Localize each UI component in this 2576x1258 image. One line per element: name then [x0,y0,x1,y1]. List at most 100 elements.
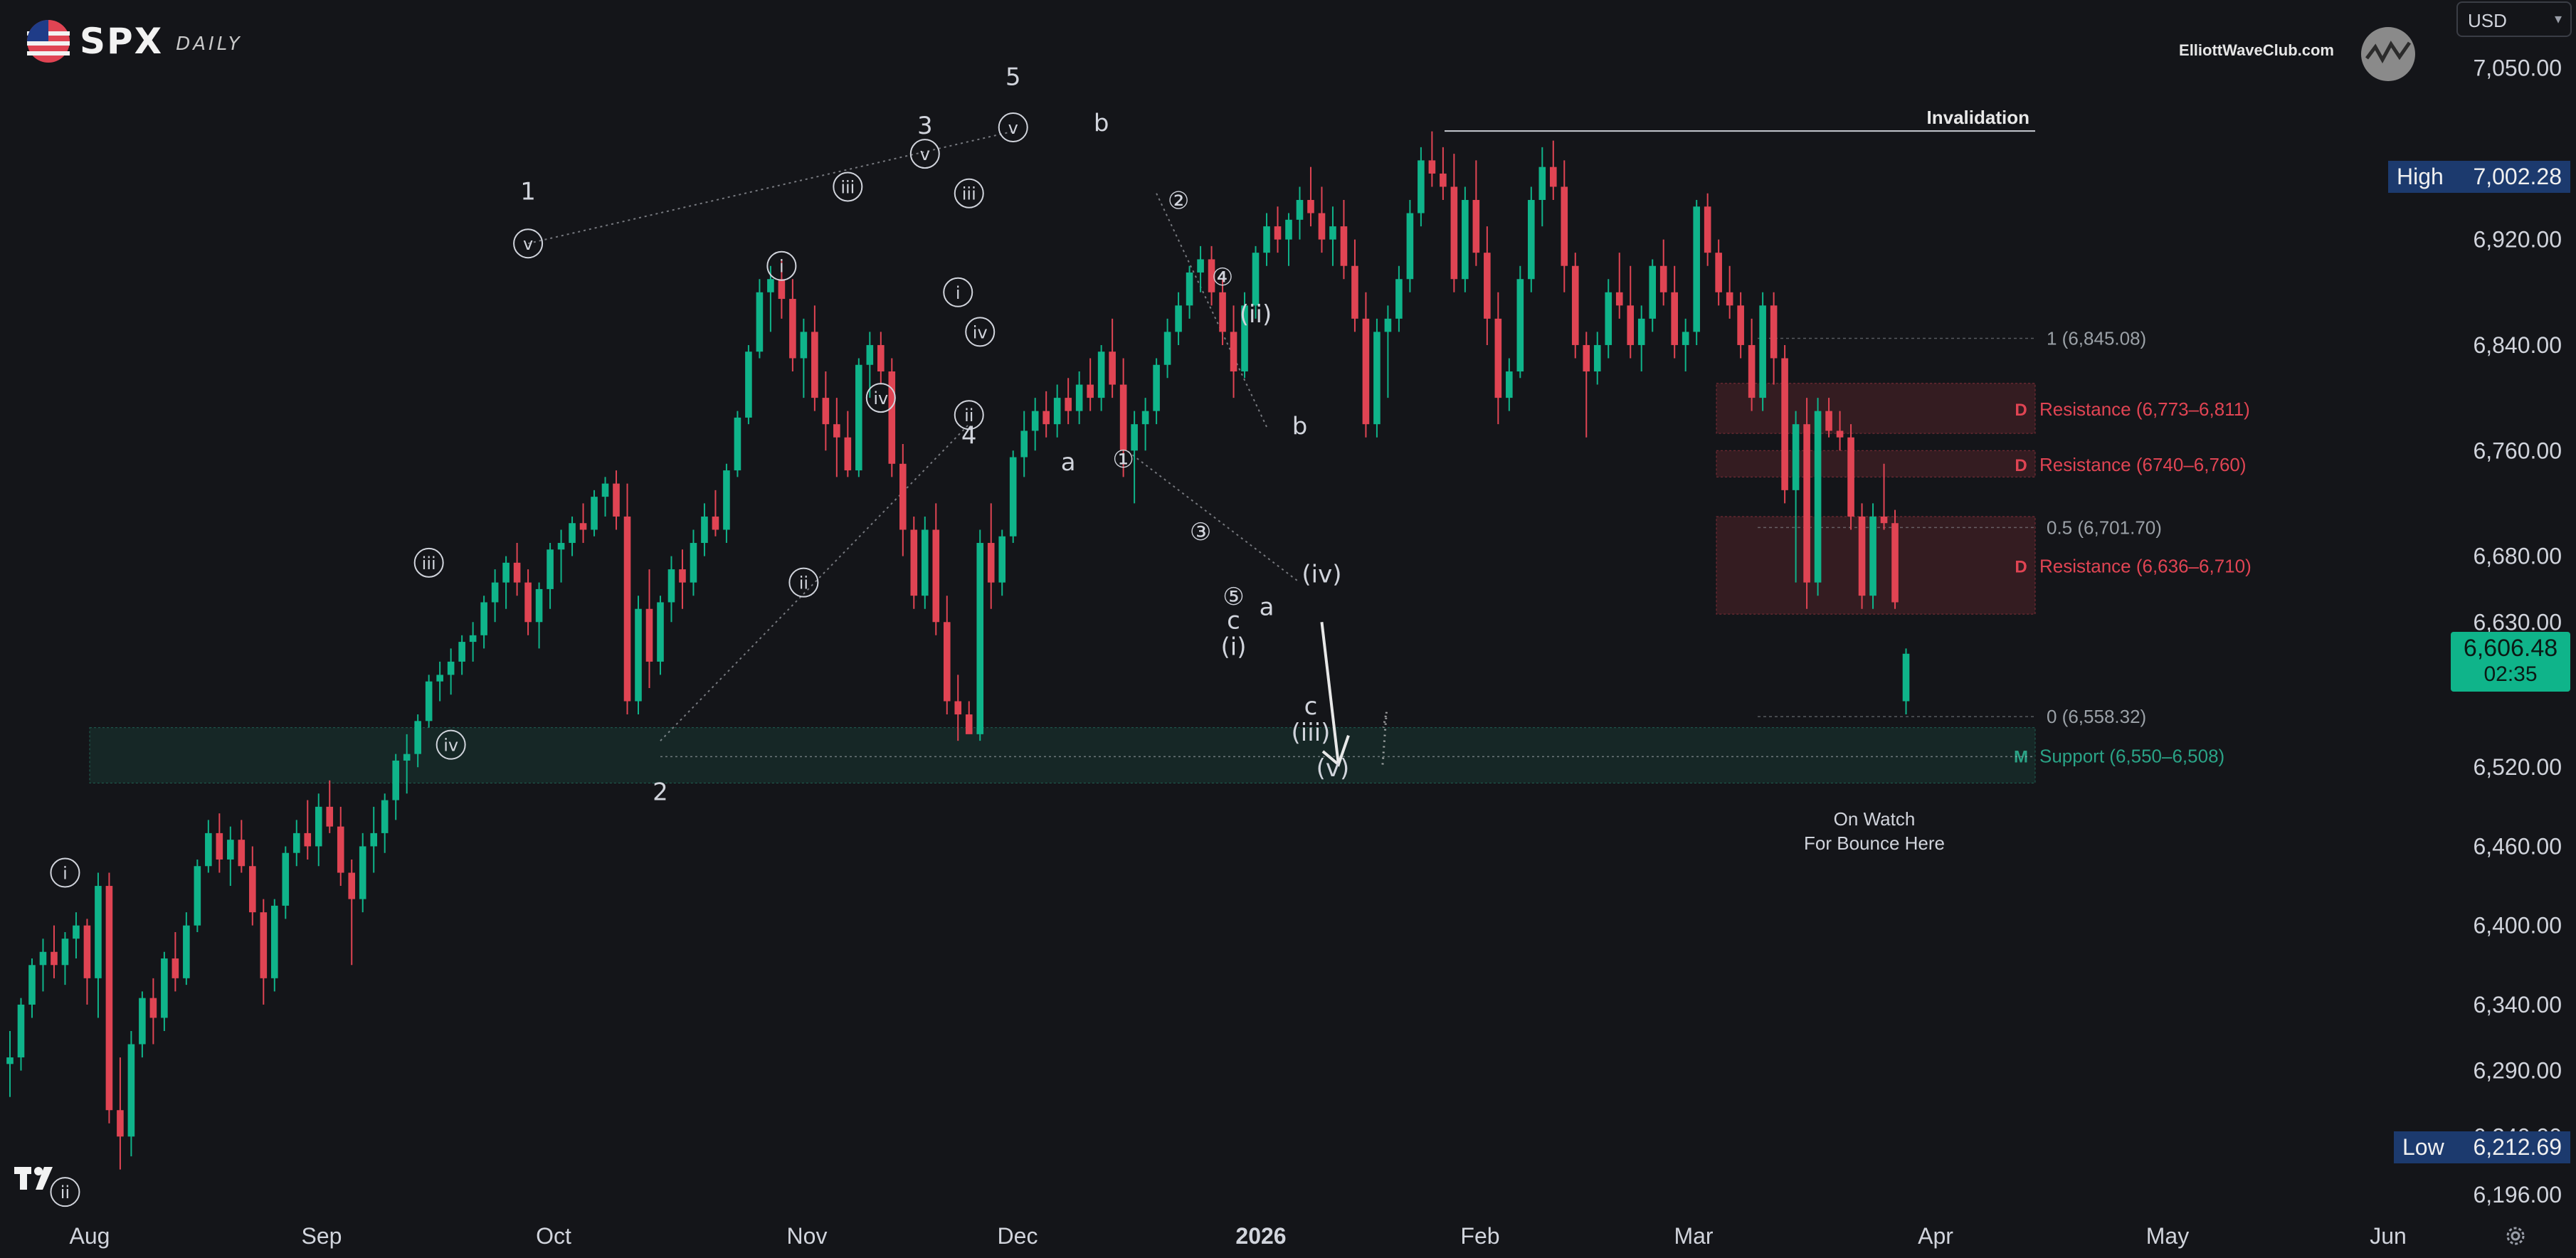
candle-body [1704,206,1711,253]
candle [1241,292,1248,379]
candle [800,318,808,398]
candle-body [844,437,852,471]
countdown-timer: 02:35 [2483,662,2538,686]
candle-body [83,925,91,978]
candle [6,1030,14,1097]
candle-body [1163,332,1171,365]
candle [28,958,36,1018]
candle-body [1770,305,1778,359]
wave-label-text: (iii) [1292,719,1331,747]
candle-body [304,832,312,847]
candle-body [1075,384,1083,411]
wave-label-text: (ii) [1240,300,1272,329]
candle [1847,424,1854,530]
candle [965,701,973,734]
candle-body [932,529,940,623]
candle [51,925,58,978]
candle-body [1803,424,1810,583]
wave-label: c [1227,606,1240,635]
candle [17,998,25,1071]
wave-label-text: iii [840,177,855,197]
candle [667,556,675,623]
wave-label-text: ② [1168,187,1189,216]
wave-label-text: i [956,283,961,303]
candle [1186,265,1193,319]
wave-label-text: (iv) [1302,560,1341,588]
candle-body [1538,166,1546,201]
candle [337,806,344,887]
candle-body [535,588,543,623]
candle-body [1615,292,1623,306]
candle [1891,509,1899,609]
candle-body [1340,226,1348,266]
time-tick-label: Apr [1918,1223,1953,1249]
candle [1065,378,1072,425]
candle [1693,200,1700,345]
last-price-badge: 6,606.48 02:35 [2451,632,2570,692]
wave-label-circle [413,547,444,578]
candle-body [1748,344,1756,398]
candle [1296,186,1304,240]
gear-icon[interactable] [2503,1224,2528,1248]
candle [1549,140,1557,201]
candle [348,859,356,966]
candle [1506,358,1513,411]
candle-body [1726,292,1733,306]
candle-body [39,951,47,966]
zone-label: Resistance (6,773–6,811) [2039,398,2250,420]
candle-body [679,569,686,583]
candle-body [569,523,576,544]
wave-label: ① [1112,445,1134,474]
price-tick-label: 6,290.00 [2473,1058,2562,1084]
candle [1627,265,1635,359]
candle [1803,398,1810,609]
candle-body [1472,200,1480,253]
wave-label-text: ③ [1190,518,1211,546]
candle-body [1506,371,1513,398]
candle-body [1549,166,1557,187]
candle [1109,318,1116,398]
candle [690,529,697,596]
wave-label-circle [833,171,863,202]
candle [1649,259,1657,332]
wave-label: a [1260,593,1274,622]
candle-body [1659,265,1667,292]
candle [1042,391,1050,438]
candle [127,1030,135,1157]
candle [1858,503,1866,609]
candle-body [61,939,69,966]
candle [282,846,290,919]
candle [403,734,411,794]
candle [1263,213,1270,266]
candle-body [513,562,521,583]
zone-resistance [1716,450,2036,477]
candle [1097,344,1105,411]
candle-body [557,543,565,550]
candle-body [17,1004,25,1058]
high-label: High [2388,161,2452,193]
candle-body [414,721,421,754]
candle-body [1351,265,1358,319]
level-label: 1 (6,845.08) [2047,328,2146,349]
candle [1682,318,1689,372]
candle-body [194,866,201,926]
currency-select[interactable]: USD ▾ [2456,1,2572,37]
candle [1406,200,1414,292]
candle-body [701,516,708,544]
candle-body [1109,352,1116,385]
low-value-text: 6,212.69 [2473,1134,2562,1160]
candle-body [1065,398,1072,411]
candle-body [149,998,157,1018]
candle-body [1418,160,1425,213]
candle [1373,318,1381,438]
price-tick-label: 7,050.00 [2473,56,2562,81]
wave-label-circle [954,400,984,430]
candle [1472,160,1480,266]
candle-body [370,832,378,847]
price-tick-label: 6,680.00 [2473,544,2562,569]
wave-label-text: iii [422,554,436,574]
candle-body [326,806,334,827]
candle-body [292,832,300,853]
wave-label: 4 [961,422,977,450]
